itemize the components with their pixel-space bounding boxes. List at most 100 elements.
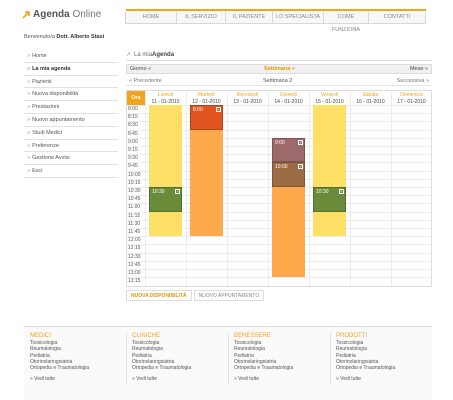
footer-link[interactable]: Pediatria	[132, 352, 152, 359]
expand-icon[interactable]: +	[339, 189, 344, 194]
next-week-link[interactable]: Successiva »	[396, 78, 429, 84]
day-date: 13 - 01-2010	[233, 98, 262, 105]
sidebar-item-esci[interactable]: » Esci	[24, 165, 118, 178]
time-slot-label: 9:30	[128, 155, 138, 162]
footer-link[interactable]: Pediatria	[30, 352, 50, 359]
logo-text: Agenda Online	[33, 9, 102, 20]
bullet-icon: »	[27, 91, 31, 98]
footer-column: BENESSERE Tossicologia Reumatologia Pediatr…	[234, 333, 293, 382]
footer-link[interactable]: Otorinolaringoiatria	[336, 358, 379, 365]
logo-arrow-icon	[22, 10, 30, 19]
time-slot-label: 10:15	[128, 179, 141, 186]
row-divider	[127, 113, 431, 115]
footer-divider	[330, 333, 331, 385]
time-slot-label: 9:45	[128, 163, 138, 170]
sidebar: » Home » La mia agenda » Pazienti » Nuova di…	[24, 50, 118, 178]
footer-link[interactable]: Reumatologia	[336, 346, 367, 353]
sidebar-item-preferenze[interactable]: » Preferenze	[24, 140, 118, 153]
footer-see-all-link[interactable]: » Vedi tutte	[132, 376, 158, 383]
footer-column-title[interactable]: BENESSERE	[234, 333, 271, 339]
time-slot-label: 12:15	[128, 245, 141, 252]
time-slot-label: 12:30	[128, 253, 141, 260]
footer-link[interactable]: Reumatologia	[30, 346, 61, 353]
footer-link[interactable]: Otorinolaringoiatria	[234, 358, 277, 365]
day-header: Venerdì 15 - 01-2010	[309, 91, 350, 105]
footer-see-all-link[interactable]: » Vedi tutte	[30, 376, 56, 383]
footer-link[interactable]: Ortopedia e Traumatologia	[234, 365, 294, 372]
footer-link[interactable]: Ortopedia e Traumatologia	[336, 365, 396, 372]
appointment-time: 9:00	[275, 139, 285, 146]
sidebar-item-pazienti[interactable]: » Pazienti	[24, 76, 118, 89]
appointment-block[interactable]: 10:30 +	[149, 187, 182, 212]
nav-il-paziente[interactable]: IL PAZIENTE	[225, 11, 273, 24]
nav-il-servizio[interactable]: IL SERVIZIO	[176, 11, 226, 24]
time-slot-label: 11:00	[128, 204, 141, 211]
day-date: 17 - 01-2010	[397, 98, 426, 105]
appointment-block[interactable]: 10:30 +	[313, 187, 346, 212]
day-name: Sabato	[362, 92, 379, 98]
footer-link[interactable]: Tossicologia	[132, 340, 160, 347]
day-header: Lunedì 11 - 01-2010	[145, 91, 186, 105]
expand-icon[interactable]: +	[216, 107, 221, 112]
view-month-link[interactable]: Mese »	[409, 66, 428, 72]
nav-contatti[interactable]: CONTATTI	[368, 11, 426, 24]
footer-see-all-link[interactable]: » Vedi tutte	[336, 376, 362, 383]
row-divider	[127, 105, 431, 106]
nav-lo-specialista[interactable]: LO SPECIALISTA	[272, 11, 324, 24]
calendar-grid[interactable]: Ora Lunedì 11 - 01-2010 Martedì 12 - 01-201…	[126, 90, 432, 287]
footer-column-title[interactable]: CLINICHE	[132, 333, 161, 339]
sidebar-item-la-mia-agenda[interactable]: » La mia agenda	[24, 63, 118, 76]
appointment-block[interactable]: 8:00 +	[190, 105, 223, 130]
time-slot-label: 8:15	[128, 114, 138, 121]
title-bold: Agenda	[152, 51, 175, 58]
column-divider	[268, 91, 269, 286]
footer-link[interactable]: Pediatria	[234, 352, 254, 359]
footer-link[interactable]: Pediatria	[336, 352, 356, 359]
footer-link[interactable]: Reumatologia	[132, 346, 163, 353]
availability-block[interactable]	[313, 105, 346, 237]
availability-block[interactable]	[149, 105, 182, 237]
footer-see-all-link[interactable]: » Vedi tutte	[234, 376, 260, 383]
tab-nuovo-appuntamento[interactable]: NUOVO APPUNTAMENTO	[193, 290, 265, 301]
sidebar-item-studi-medici[interactable]: » Studi Medici	[24, 127, 118, 140]
bullet-icon: »	[27, 65, 31, 72]
expand-icon[interactable]: +	[298, 164, 303, 170]
time-slot-label: 12:00	[128, 237, 141, 244]
footer-link[interactable]: Tossicologia	[30, 340, 58, 347]
footer-link[interactable]: Tossicologia	[234, 340, 262, 347]
day-date: 16 - 01-2010	[356, 98, 385, 105]
sidebar-item-nuova-disponibilita[interactable]: » Nuova disponibilità	[24, 88, 118, 102]
day-name: Giovedì	[279, 92, 298, 98]
appointment-block[interactable]: 9:00 +	[272, 137, 305, 163]
view-week-link[interactable]: Settimana »	[264, 66, 295, 72]
view-day-link[interactable]: Giorno «	[130, 66, 152, 72]
top-navigation: HOME IL SERVIZIO IL PAZIENTE LO SPECIALI…	[125, 9, 426, 33]
tab-nuova-disponibilita[interactable]: NUOVA DISPONIBILITÀ	[126, 290, 192, 301]
sidebar-item-prestazioni[interactable]: » Prestazioni	[24, 101, 118, 114]
expand-icon[interactable]: +	[298, 139, 303, 145]
sidebar-item-home[interactable]: » Home	[24, 50, 118, 63]
footer-column-title[interactable]: MEDICI	[30, 333, 51, 339]
appointment-block[interactable]: 10:00 +	[272, 162, 305, 187]
time-slot-label: 8:00	[128, 106, 138, 112]
sidebar-item-nuovo-appuntamento[interactable]: » Nuovo appuntamento	[24, 114, 118, 127]
footer-link[interactable]: Ortopedia e Traumatologia	[132, 365, 192, 372]
prev-week-link[interactable]: « Precedente	[129, 78, 162, 84]
arrow-icon: ➚	[126, 51, 132, 58]
nav-home[interactable]: HOME	[125, 11, 177, 24]
time-column-header: Ora	[127, 91, 145, 105]
logo[interactable]: Agenda Online	[22, 9, 101, 20]
appointment-time: 10:30	[316, 189, 329, 195]
sidebar-item-gestione-avvisi[interactable]: » Gestione Avvisi	[24, 152, 118, 166]
footer-link[interactable]: Otorinolaringoiatria	[132, 358, 175, 365]
footer-link[interactable]: Tossicologia	[336, 340, 364, 347]
footer-link[interactable]: Ortopedia e Traumatologia	[30, 365, 90, 372]
footer-column: PRODOTTI Tossicologia Reumatologia Pediatri…	[336, 333, 395, 382]
footer-column-title[interactable]: PRODOTTI	[336, 333, 367, 339]
footer-link[interactable]: Reumatologia	[234, 346, 265, 353]
footer-link[interactable]: Otorinolaringoiatria	[30, 358, 73, 365]
expand-icon[interactable]: +	[175, 189, 180, 194]
day-header: Domenica 17 - 01-2010	[391, 91, 431, 105]
bullet-icon: »	[27, 168, 31, 175]
nav-come-funziona[interactable]: COME FUNZIONA	[323, 11, 369, 33]
